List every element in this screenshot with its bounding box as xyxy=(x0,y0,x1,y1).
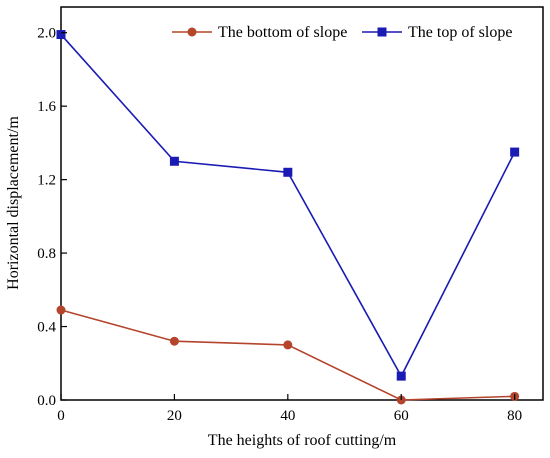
y-tick-label: 0.8 xyxy=(37,246,56,262)
data-point xyxy=(56,305,66,315)
x-tick-label: 0 xyxy=(57,408,65,424)
y-tick-label: 1.6 xyxy=(37,99,56,115)
legend-label: The bottom of slope xyxy=(218,24,347,41)
data-point xyxy=(396,371,406,381)
legend-item: The top of slope xyxy=(362,24,512,41)
x-tick-label: 40 xyxy=(280,408,295,424)
legend: The bottom of slope The top of slope xyxy=(172,24,512,41)
data-point xyxy=(283,167,293,177)
series-line xyxy=(60,309,515,401)
x-tick-label: 60 xyxy=(394,408,409,424)
y-axis-title: Horizontal displacement/m xyxy=(5,116,22,290)
x-axis-title: The heights of roof cutting/m xyxy=(208,432,397,449)
data-point xyxy=(56,30,66,40)
legend-item: The bottom of slope xyxy=(172,24,347,41)
legend-label: The top of slope xyxy=(408,24,512,41)
series-1 xyxy=(56,30,520,381)
y-tick-label: 1.2 xyxy=(37,173,56,189)
legend-swatch-marker xyxy=(377,27,387,37)
plot-frame xyxy=(60,6,544,401)
data-point xyxy=(169,336,179,346)
y-tick-label: 2.0 xyxy=(37,26,56,42)
legend-swatch-marker xyxy=(187,27,197,37)
y-tick-label: 0.0 xyxy=(37,393,56,409)
data-point xyxy=(510,147,520,157)
series-layer xyxy=(56,30,520,405)
y-tick-label: 0.4 xyxy=(37,320,56,336)
data-point xyxy=(283,340,293,350)
x-tick-label: 20 xyxy=(167,408,182,424)
ticks-layer: 0 20 40 60 80 0.0 0.4 0.8 1.2 1.6 2.0 xyxy=(37,26,522,424)
series-0 xyxy=(56,305,520,405)
x-tick-label: 80 xyxy=(507,408,522,424)
data-point xyxy=(169,156,179,166)
series-line xyxy=(60,34,516,378)
